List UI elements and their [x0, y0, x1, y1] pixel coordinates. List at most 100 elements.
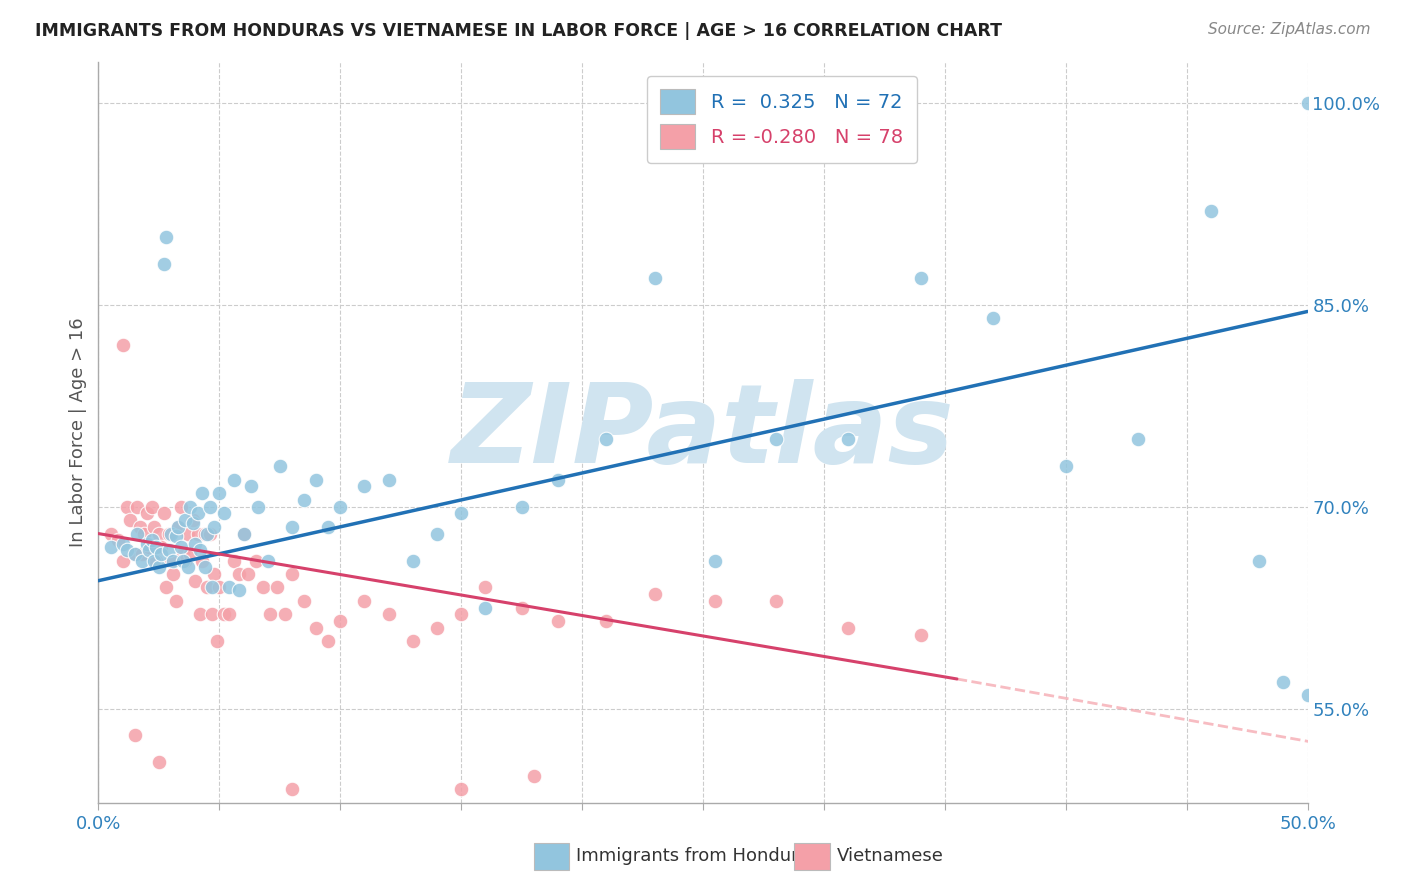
Point	[281, 566, 304, 581]
Point	[131, 553, 153, 567]
Point	[329, 500, 352, 514]
Point	[595, 614, 617, 628]
Point	[124, 547, 146, 561]
Point	[765, 594, 787, 608]
Point	[474, 600, 496, 615]
Point	[644, 270, 666, 285]
Point	[208, 486, 231, 500]
Point	[167, 520, 190, 534]
Point	[329, 614, 352, 628]
Point	[402, 634, 425, 648]
Point	[547, 473, 569, 487]
Point	[704, 553, 727, 567]
Point	[143, 553, 166, 567]
Point	[218, 607, 240, 622]
Point	[204, 566, 226, 581]
Point	[138, 540, 160, 554]
Point	[201, 607, 224, 622]
Point	[201, 581, 224, 595]
Point	[162, 553, 184, 567]
Point	[704, 594, 727, 608]
Point	[152, 257, 174, 271]
Point	[184, 537, 207, 551]
Point	[184, 574, 207, 588]
Point	[204, 520, 226, 534]
Point	[1296, 95, 1319, 110]
Point	[222, 553, 245, 567]
Point	[157, 542, 180, 557]
Legend: R =  0.325   N = 72, R = -0.280   N = 78: R = 0.325 N = 72, R = -0.280 N = 78	[647, 76, 917, 162]
Point	[595, 433, 617, 447]
Point	[191, 553, 214, 567]
Point	[765, 433, 787, 447]
Point	[292, 594, 315, 608]
Text: Source: ZipAtlas.com: Source: ZipAtlas.com	[1208, 22, 1371, 37]
Point	[148, 560, 170, 574]
Point	[148, 526, 170, 541]
Point	[118, 513, 141, 527]
Point	[212, 607, 235, 622]
Point	[111, 338, 134, 352]
Point	[135, 507, 157, 521]
Point	[281, 520, 304, 534]
Point	[281, 782, 304, 797]
Point	[644, 587, 666, 601]
Point	[426, 526, 449, 541]
Point	[292, 492, 315, 507]
Point	[910, 627, 932, 641]
Point	[259, 607, 281, 622]
Point	[117, 542, 139, 557]
Point	[124, 547, 146, 561]
Point	[222, 473, 245, 487]
Point	[160, 526, 183, 541]
Point	[172, 547, 194, 561]
Point	[188, 542, 211, 557]
Point	[134, 526, 156, 541]
Point	[195, 581, 218, 595]
Point	[1054, 459, 1077, 474]
Point	[547, 614, 569, 628]
Point	[1128, 433, 1150, 447]
Point	[111, 537, 134, 551]
Point	[198, 526, 221, 541]
Point	[910, 270, 932, 285]
Point	[837, 621, 859, 635]
Point	[127, 526, 149, 541]
Point	[256, 553, 278, 567]
Point	[510, 500, 533, 514]
Point	[305, 621, 328, 635]
Y-axis label: In Labor Force | Age > 16: In Labor Force | Age > 16	[69, 318, 87, 548]
Point	[155, 230, 177, 244]
Point	[377, 607, 399, 622]
Point	[107, 533, 129, 548]
Point	[128, 520, 150, 534]
Point	[124, 729, 146, 743]
Point	[353, 594, 375, 608]
Point	[174, 553, 197, 567]
Point	[252, 581, 274, 595]
Point	[1249, 553, 1271, 567]
Point	[474, 581, 496, 595]
Point	[269, 459, 291, 474]
Point	[141, 533, 163, 548]
Text: Immigrants from Honduras: Immigrants from Honduras	[576, 847, 820, 865]
Point	[228, 566, 250, 581]
Point	[127, 500, 149, 514]
Text: IMMIGRANTS FROM HONDURAS VS VIETNAMESE IN LABOR FORCE | AGE > 16 CORRELATION CHA: IMMIGRANTS FROM HONDURAS VS VIETNAMESE I…	[35, 22, 1002, 40]
Point	[218, 581, 240, 595]
Point	[523, 769, 546, 783]
Point	[228, 583, 250, 598]
Text: Vietnamese: Vietnamese	[837, 847, 943, 865]
Point	[179, 500, 201, 514]
Point	[305, 473, 328, 487]
Point	[194, 526, 217, 541]
Point	[150, 540, 173, 554]
Point	[450, 607, 472, 622]
Point	[181, 513, 204, 527]
Point	[188, 607, 211, 622]
Point	[174, 513, 197, 527]
Point	[150, 547, 173, 561]
Point	[1199, 203, 1222, 218]
Point	[194, 560, 217, 574]
Point	[353, 479, 375, 493]
